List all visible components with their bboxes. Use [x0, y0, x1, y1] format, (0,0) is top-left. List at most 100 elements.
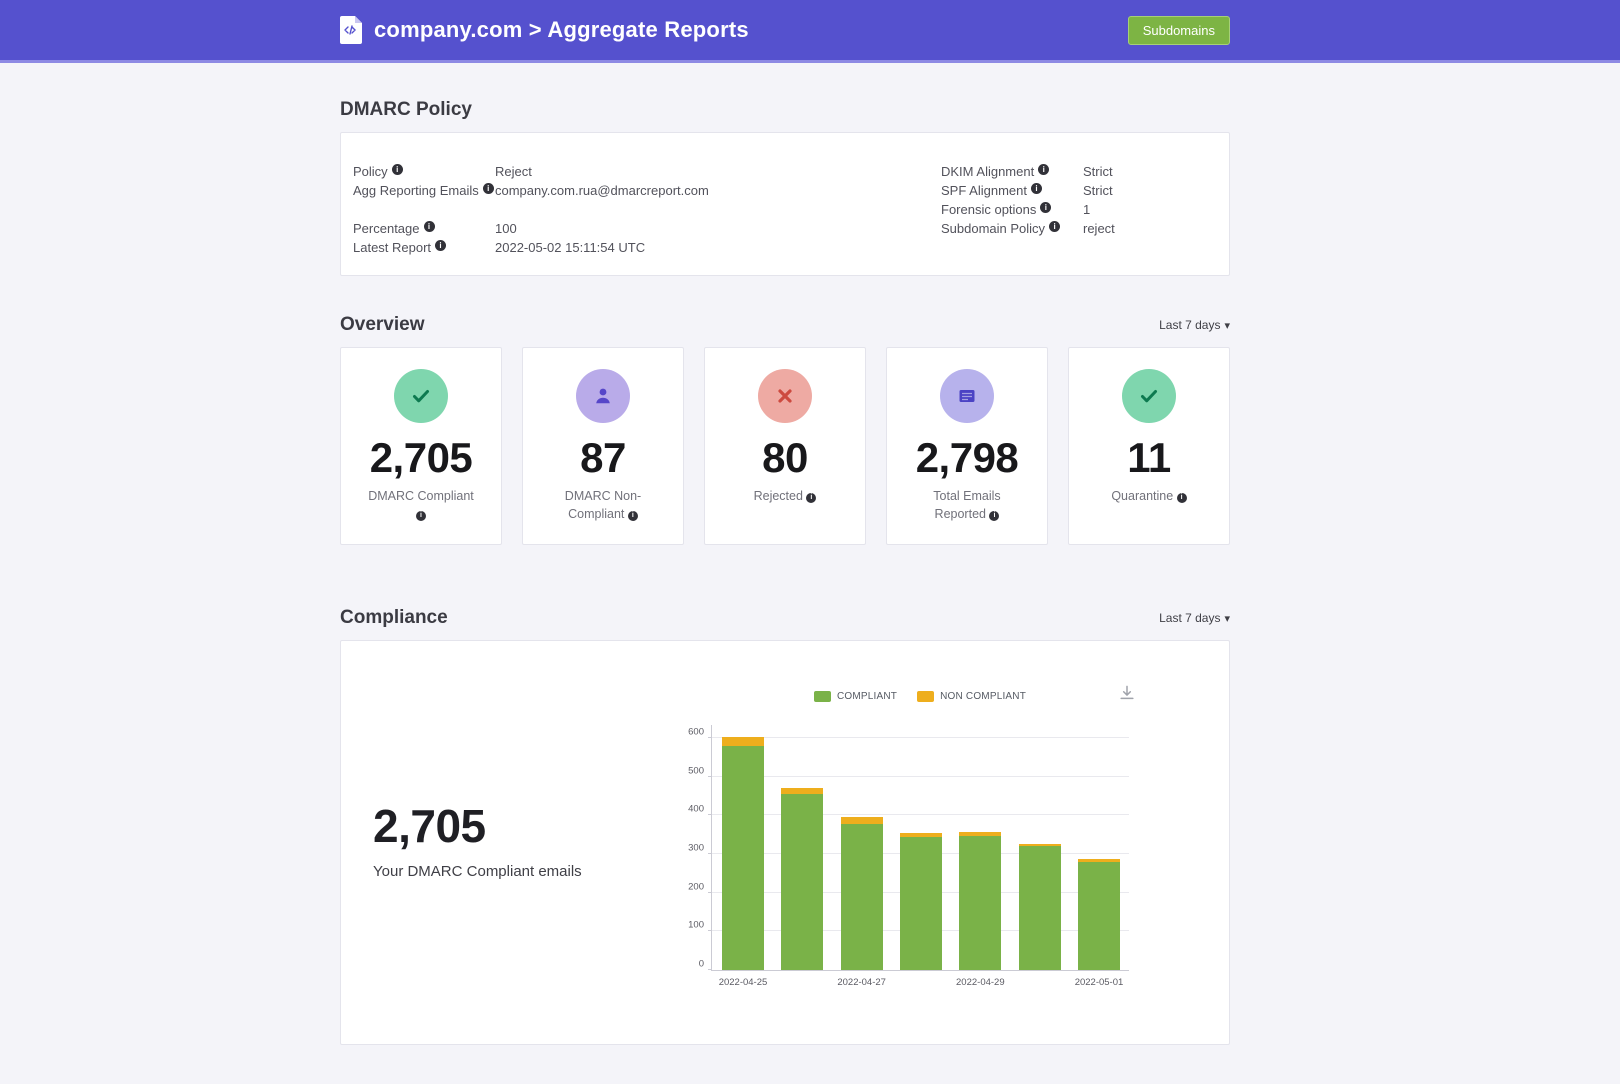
policy-field-label: Subdomain Policy i	[941, 220, 1083, 237]
app-header: company.com > Aggregate Reports Subdomai…	[0, 0, 1620, 63]
stat-label: Total Emails Reported i	[933, 489, 1001, 521]
x-axis-label: 2022-04-27	[837, 977, 886, 988]
info-icon[interactable]: i	[627, 511, 638, 521]
info-icon[interactable]: i	[989, 511, 1000, 521]
y-axis-label: 300	[688, 842, 704, 854]
bar-segment-non-compliant	[722, 737, 764, 746]
policy-field-label: Policy i	[353, 163, 495, 180]
policy-fields-right: DKIM Alignment i Strict SPF Alignment i Stric…	[785, 163, 1217, 275]
stat-value: 2,798	[915, 434, 1019, 481]
info-icon[interactable]: i	[806, 493, 817, 503]
info-icon[interactable]: i	[423, 221, 435, 232]
policy-card: Policy i Reject Agg Reporting Emails i compan…	[340, 132, 1230, 276]
policy-field-label: SPF Alignment i	[941, 182, 1083, 199]
bar-segment-non-compliant	[900, 832, 942, 837]
chart-bar[interactable]	[781, 788, 824, 970]
chart-bar[interactable]	[959, 832, 1002, 970]
bar-segment-compliant	[959, 835, 1002, 970]
y-axis-label: 400	[688, 803, 704, 815]
policy-field-label: Forensic options i	[941, 201, 1083, 218]
bar-segment-compliant	[840, 823, 883, 970]
check-icon	[413, 390, 429, 403]
info-icon[interactable]: i	[1038, 164, 1050, 175]
legend-item[interactable]: NON COMPLIANT	[917, 691, 1026, 702]
subdomains-button[interactable]: Subdomains	[1127, 15, 1230, 45]
page-title: company.com > Aggregate Reports	[374, 17, 749, 42]
chart-bar[interactable]	[900, 832, 942, 970]
info-icon[interactable]: i	[1176, 493, 1187, 503]
stat-card: 11 Quarantine i	[1068, 347, 1230, 545]
info-icon[interactable]: i	[1049, 221, 1061, 232]
bar-segment-non-compliant	[1078, 859, 1120, 862]
stat-value: 80	[762, 434, 808, 481]
y-axis-tick	[708, 930, 712, 932]
policy-field-label: Latest Report i	[353, 239, 495, 256]
chart-bar[interactable]	[1018, 843, 1061, 970]
info-icon[interactable]: i	[1040, 202, 1052, 213]
stat-icon-circle	[394, 369, 448, 423]
compliance-card: 2,705 Your DMARC Compliant emails COMPLI…	[340, 640, 1230, 1045]
info-icon[interactable]: i	[482, 183, 494, 194]
chart-legend: COMPLIANT NON COMPLIANT	[711, 691, 1129, 702]
range-selector-compliance[interactable]: Last 7 days ▾	[1159, 611, 1230, 625]
info-icon[interactable]: i	[1031, 183, 1042, 194]
legend-label: NON COMPLIANT	[940, 691, 1027, 702]
chevron-down-icon: ▾	[1224, 319, 1230, 332]
stat-icon-circle	[1122, 369, 1176, 423]
document-icon	[340, 16, 362, 44]
y-axis-tick	[708, 775, 712, 777]
chart-bar[interactable]	[1078, 859, 1120, 970]
overview-section-title: Overview	[340, 314, 425, 335]
x-icon	[778, 389, 792, 403]
policy-fields-left: Policy i Reject Agg Reporting Emails i compan…	[353, 163, 785, 275]
legend-swatch	[917, 691, 935, 702]
chart-gridline	[712, 737, 1129, 738]
compliance-chart: 0 100 200 300 400 500 600 2022-04-25 2022-04-27 2…	[688, 725, 1129, 988]
info-icon[interactable]: i	[435, 240, 447, 251]
range-selector-overview[interactable]: Last 7 days ▾	[1159, 318, 1230, 332]
chart-gridline	[712, 814, 1129, 816]
stat-icon-circle	[758, 369, 812, 423]
policy-field-value: Strict	[1083, 183, 1113, 198]
policy-field-value: 100	[495, 221, 517, 236]
x-axis-label: 2022-04-29	[956, 977, 1005, 988]
emails-icon	[959, 390, 975, 402]
legend-item[interactable]: COMPLIANT	[813, 691, 898, 702]
legend-swatch	[813, 691, 831, 702]
download-icon[interactable]	[1117, 683, 1137, 703]
overview-cards-row: 2,705 DMARC Compliant i 87 DMARC Non-Compli…	[340, 347, 1230, 545]
policy-field-value: Reject	[495, 164, 532, 179]
bar-segment-compliant	[1018, 846, 1061, 970]
policy-field-label: Percentage i	[353, 220, 495, 237]
stat-icon-circle	[940, 369, 994, 423]
stat-card: 2,705 DMARC Compliant i	[340, 347, 502, 545]
y-axis-tick	[708, 814, 712, 816]
y-axis-label: 600	[688, 726, 704, 738]
chart-gridline	[712, 775, 1129, 777]
stat-label: DMARC Non-Compliant i	[564, 489, 642, 521]
bar-segment-non-compliant	[840, 817, 883, 824]
policy-field-value: 2022-05-02 15:11:54 UTC	[495, 240, 646, 255]
stat-value: 11	[1127, 434, 1171, 481]
bar-segment-compliant	[781, 794, 824, 970]
chart-bar[interactable]	[840, 817, 883, 970]
y-axis-tick	[708, 737, 712, 738]
chart-bar[interactable]	[722, 737, 764, 970]
compliance-summary-value: 2,705	[373, 800, 486, 852]
bar-segment-compliant	[1078, 861, 1120, 970]
stat-value: 87	[580, 434, 626, 481]
y-axis-label: 100	[688, 919, 704, 931]
stat-label: DMARC Compliant i	[368, 489, 474, 521]
info-icon[interactable]: i	[391, 164, 403, 175]
policy-field-label: DKIM Alignment i	[941, 163, 1083, 180]
y-axis-label: 200	[688, 881, 704, 893]
stat-card: 87 DMARC Non-Compliant i	[522, 347, 684, 545]
bar-segment-non-compliant	[959, 832, 1002, 836]
info-icon[interactable]: i	[416, 511, 426, 521]
policy-field-value: Strict	[1083, 164, 1113, 179]
legend-label: COMPLIANT	[836, 691, 898, 702]
chevron-down-icon: ▾	[1224, 612, 1230, 625]
stat-value: 2,705	[369, 434, 473, 481]
stat-label: Quarantine i	[1069, 487, 1229, 505]
y-axis-tick	[708, 891, 712, 893]
